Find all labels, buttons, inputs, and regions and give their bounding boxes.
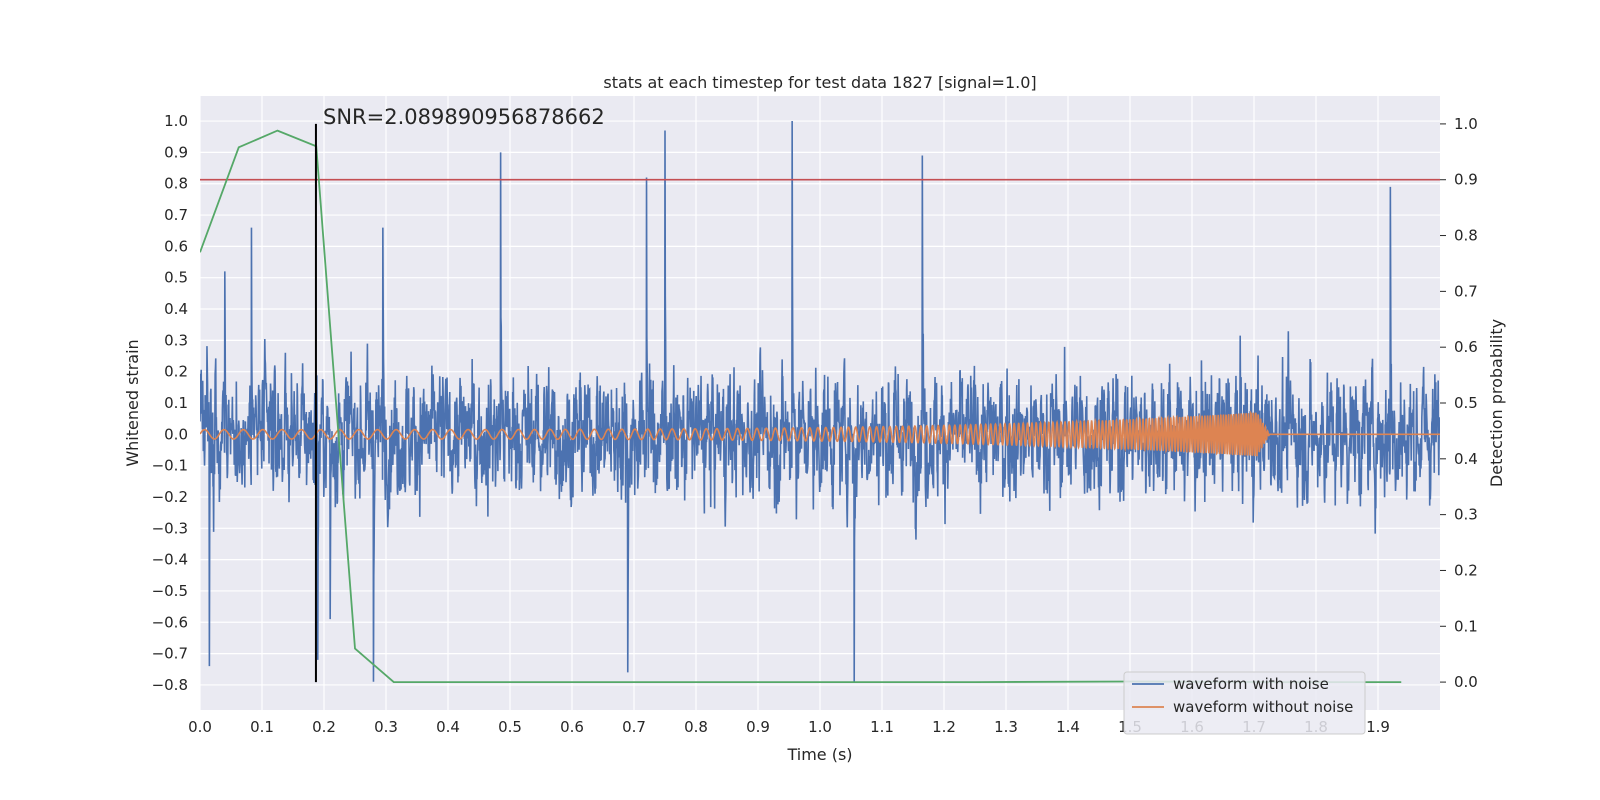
y-tick-label: 0.2 xyxy=(164,363,188,381)
x-tick-label: 0.4 xyxy=(436,718,460,736)
series-line-detection-probability xyxy=(200,129,1402,683)
y-tick-label: −0.2 xyxy=(152,488,188,506)
y-tick-label: −0.5 xyxy=(152,582,188,600)
y-tick-label: −0.7 xyxy=(152,645,188,663)
y-right-tick-label: 0.0 xyxy=(1454,673,1478,691)
x-tick-label: 0.0 xyxy=(188,718,212,736)
y-tick-label: 0.4 xyxy=(164,300,188,318)
y-right-tick-label: 0.8 xyxy=(1454,227,1478,245)
y-axis-ticks-right: 0.0 0.1 0.2 0.3 0.4 0.5 0.6 0.7 0.8 0.9 1.0 xyxy=(1440,115,1478,691)
series-layer xyxy=(200,121,1440,683)
x-tick-label: 0.3 xyxy=(374,718,398,736)
y-tick-label: −0.1 xyxy=(152,457,188,475)
y-tick-label: −0.4 xyxy=(152,551,188,569)
y-tick-label: −0.6 xyxy=(152,613,188,631)
y-right-tick-label: 0.5 xyxy=(1454,394,1478,412)
y-tick-label: 0.5 xyxy=(164,269,188,287)
y-axis-label-right: Detection probability xyxy=(1487,319,1506,487)
legend: waveform with noise waveform without noi… xyxy=(1123,671,1366,735)
y-right-tick-label: 0.9 xyxy=(1454,171,1478,189)
y-tick-label: 0.0 xyxy=(164,425,188,443)
y-right-tick-label: 0.7 xyxy=(1454,282,1478,300)
y-tick-label: 0.9 xyxy=(164,143,188,161)
x-tick-label: 0.7 xyxy=(622,718,646,736)
y-tick-label: −0.8 xyxy=(152,676,188,694)
y-right-tick-label: 0.3 xyxy=(1454,506,1478,524)
y-tick-label: 0.8 xyxy=(164,175,188,193)
x-tick-label: 1.2 xyxy=(932,718,956,736)
y-tick-label: 0.6 xyxy=(164,237,188,255)
snr-annotation: SNR=2.089890956878662 xyxy=(323,105,605,129)
y-tick-label: 1.0 xyxy=(164,112,188,130)
y-right-tick-label: 1.0 xyxy=(1454,115,1478,133)
x-tick-label: 1.4 xyxy=(1056,718,1080,736)
x-tick-label: 0.8 xyxy=(684,718,708,736)
legend-box xyxy=(1123,671,1366,735)
y-right-tick-label: 0.4 xyxy=(1454,450,1478,468)
x-tick-label: 0.1 xyxy=(250,718,274,736)
x-tick-label: 0.9 xyxy=(746,718,770,736)
legend-label-clean: waveform without noise xyxy=(1173,698,1353,716)
y-tick-label: 0.1 xyxy=(164,394,188,412)
x-tick-label: 0.2 xyxy=(312,718,336,736)
x-axis-label: Time (s) xyxy=(786,745,852,764)
y-axis-label-left: Whitened strain xyxy=(123,339,142,466)
y-axis-ticks-left: −0.8 −0.7 −0.6 −0.5 −0.4 −0.3 −0.2 −0.1 0.0 0.1 0.… xyxy=(152,112,188,694)
x-tick-label: 1.1 xyxy=(870,718,894,736)
x-tick-label: 1.0 xyxy=(808,718,832,736)
x-tick-label: 0.6 xyxy=(560,718,584,736)
y-right-tick-label: 0.6 xyxy=(1454,338,1478,356)
y-right-tick-label: 0.2 xyxy=(1454,561,1478,579)
legend-label-noise: waveform with noise xyxy=(1173,675,1329,693)
x-tick-label: 0.5 xyxy=(498,718,522,736)
y-right-tick-label: 0.1 xyxy=(1454,617,1478,635)
grid-lines xyxy=(199,96,1440,710)
y-tick-label: 0.3 xyxy=(164,331,188,349)
series-line-waveform-without-noise xyxy=(200,410,1440,457)
x-tick-label: 1.9 xyxy=(1366,718,1390,736)
y-tick-label: −0.3 xyxy=(152,519,188,537)
y-tick-label: 0.7 xyxy=(164,206,188,224)
chart-title: stats at each timestep for test data 182… xyxy=(603,73,1036,92)
x-tick-label: 1.3 xyxy=(994,718,1018,736)
